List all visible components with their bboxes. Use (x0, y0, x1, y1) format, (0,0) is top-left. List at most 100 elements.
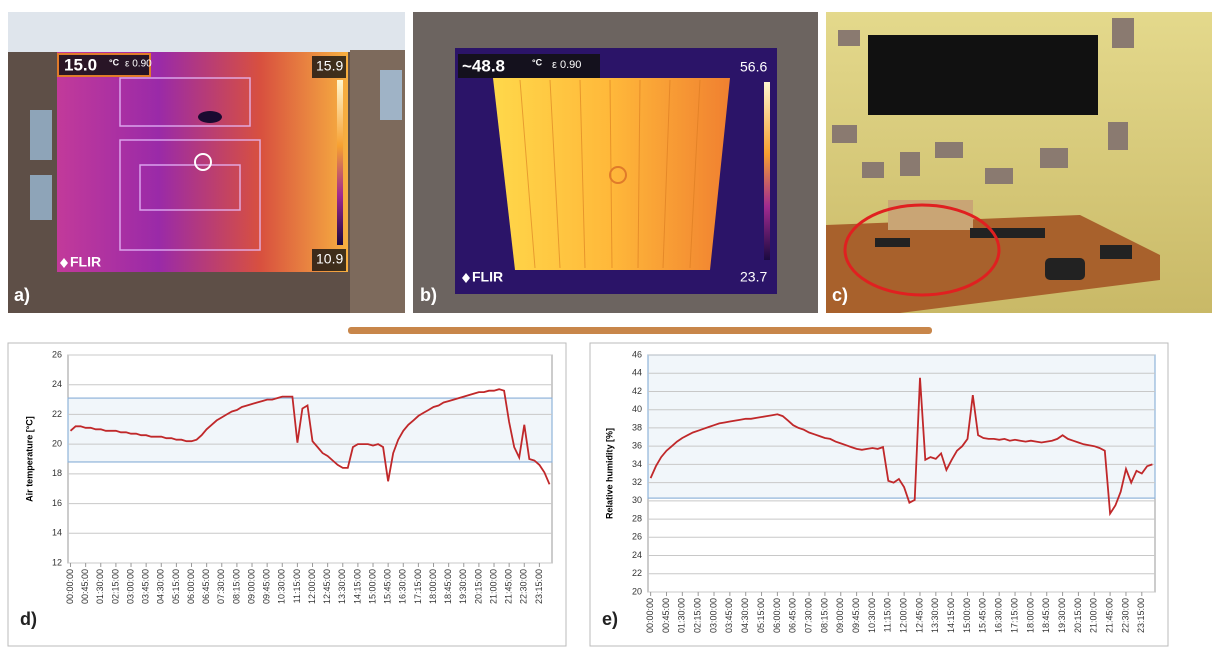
x-tick-label: 16:30:00 (994, 598, 1004, 633)
brand: FLIR (70, 254, 101, 270)
scale-min: 10.9 (316, 251, 343, 267)
x-tick-label: 03:00:00 (125, 569, 135, 604)
x-tick-label: 19:30:00 (458, 569, 468, 604)
y-tick-label: 24 (52, 379, 62, 389)
panel-label: a) (14, 285, 30, 305)
y-tick-label: 36 (632, 441, 642, 451)
x-tick-label: 12:00:00 (307, 569, 317, 604)
x-tick-label: 06:45:00 (788, 598, 798, 633)
emissivity: ε 0.90 (552, 59, 581, 71)
x-tick-label: 12:45:00 (914, 598, 924, 633)
x-tick-label: 23:15:00 (534, 569, 544, 604)
y-tick-label: 44 (632, 368, 642, 378)
panel-b: ~48.8 °C ε 0.90 56.6 23.7 FLIR b) (413, 12, 818, 313)
x-tick-label: 21:00:00 (488, 569, 498, 604)
x-tick-label: 17:15:00 (1009, 598, 1019, 633)
y-tick-label: 20 (632, 586, 642, 596)
x-tick-label: 22:30:00 (1120, 598, 1130, 633)
comfort-band (68, 398, 552, 462)
y-axis-label: Relative humidity [%] (604, 428, 614, 519)
y-tick-label: 22 (52, 409, 62, 419)
panel-label: c) (832, 285, 848, 305)
x-tick-label: 04:30:00 (740, 598, 750, 633)
scale-max: 15.9 (316, 58, 343, 74)
x-tick-label: 18:00:00 (1025, 598, 1035, 633)
x-tick-label: 01:30:00 (677, 598, 687, 633)
x-tick-label: 14:15:00 (352, 569, 362, 604)
x-tick-label: 10:30:00 (867, 598, 877, 633)
x-tick-label: 00:45:00 (661, 598, 671, 633)
brand: FLIR (472, 269, 503, 285)
x-tick-label: 05:15:00 (171, 569, 181, 604)
x-tick-label: 05:15:00 (756, 598, 766, 633)
y-tick-label: 38 (632, 422, 642, 432)
x-tick-label: 21:45:00 (1104, 598, 1114, 633)
panel-label: e) (602, 609, 618, 629)
readout: 15.0 (64, 55, 97, 74)
y-tick-label: 26 (632, 532, 642, 542)
x-tick-label: 00:45:00 (80, 569, 90, 604)
x-tick-label: 12:00:00 (899, 598, 909, 633)
x-tick-label: 19:30:00 (1057, 598, 1067, 633)
x-tick-label: 01:30:00 (95, 569, 105, 604)
x-tick-label: 02:15:00 (110, 569, 120, 604)
x-tick-label: 13:30:00 (337, 569, 347, 604)
x-tick-label: 10:30:00 (277, 569, 287, 604)
x-tick-label: 21:45:00 (504, 569, 514, 604)
x-tick-label: 08:15:00 (231, 569, 241, 604)
x-tick-label: 18:00:00 (428, 569, 438, 604)
x-tick-label: 09:00:00 (835, 598, 845, 633)
x-tick-label: 07:30:00 (216, 569, 226, 604)
panel-a: 15.0 °C ε 0.90 15.9 10.9 FLIR a) (8, 12, 405, 313)
x-tick-label: 13:30:00 (930, 598, 940, 633)
panel-c: c) (826, 12, 1212, 313)
x-tick-label: 15:00:00 (367, 569, 377, 604)
x-tick-label: 14:15:00 (946, 598, 956, 633)
x-tick-label: 11:15:00 (883, 598, 893, 632)
x-tick-label: 21:00:00 (1089, 598, 1099, 633)
x-tick-label: 00:00:00 (65, 569, 75, 604)
y-tick-label: 12 (52, 557, 62, 567)
scale-min: 23.7 (740, 269, 767, 285)
x-tick-label: 06:45:00 (201, 569, 211, 604)
emissivity: ε 0.90 (125, 59, 152, 70)
x-tick-label: 12:45:00 (322, 569, 332, 604)
x-tick-label: 03:45:00 (724, 598, 734, 633)
x-tick-label: 11:15:00 (292, 569, 302, 603)
x-tick-label: 15:45:00 (383, 569, 393, 604)
x-tick-label: 18:45:00 (1041, 598, 1051, 633)
y-tick-label: 16 (52, 498, 62, 508)
y-tick-label: 34 (632, 459, 642, 469)
x-tick-label: 16:30:00 (398, 569, 408, 604)
y-tick-label: 32 (632, 477, 642, 487)
panel-label: b) (420, 285, 437, 305)
y-tick-label: 24 (632, 550, 642, 560)
y-tick-label: 20 (52, 439, 62, 449)
x-tick-label: 15:45:00 (978, 598, 988, 633)
x-tick-label: 08:15:00 (819, 598, 829, 633)
y-tick-label: 26 (52, 349, 62, 359)
scale-max: 56.6 (740, 59, 767, 75)
y-tick-label: 46 (632, 349, 642, 359)
unit: °C (109, 57, 120, 67)
y-tick-label: 30 (632, 495, 642, 505)
x-tick-label: 23:15:00 (1136, 598, 1146, 633)
figure: 15.0 °C ε 0.90 15.9 10.9 FLIR a) ~48.8 °… (0, 0, 1212, 649)
x-tick-label: 22:30:00 (519, 569, 529, 604)
y-tick-label: 40 (632, 404, 642, 414)
x-tick-label: 20:15:00 (1073, 598, 1083, 633)
x-tick-label: 03:00:00 (708, 598, 718, 633)
x-tick-label: 07:30:00 (803, 598, 813, 633)
x-tick-label: 06:00:00 (772, 598, 782, 633)
x-tick-label: 20:15:00 (473, 569, 483, 604)
x-tick-label: 03:45:00 (141, 569, 151, 604)
panel-label: d) (20, 609, 37, 629)
x-tick-label: 15:00:00 (962, 598, 972, 633)
y-tick-label: 14 (52, 528, 62, 538)
y-tick-label: 18 (52, 468, 62, 478)
y-tick-label: 22 (632, 568, 642, 578)
x-tick-label: 02:15:00 (693, 598, 703, 633)
x-tick-label: 18:45:00 (443, 569, 453, 604)
comfort-band (648, 355, 1155, 498)
x-tick-label: 00:00:00 (645, 598, 655, 633)
